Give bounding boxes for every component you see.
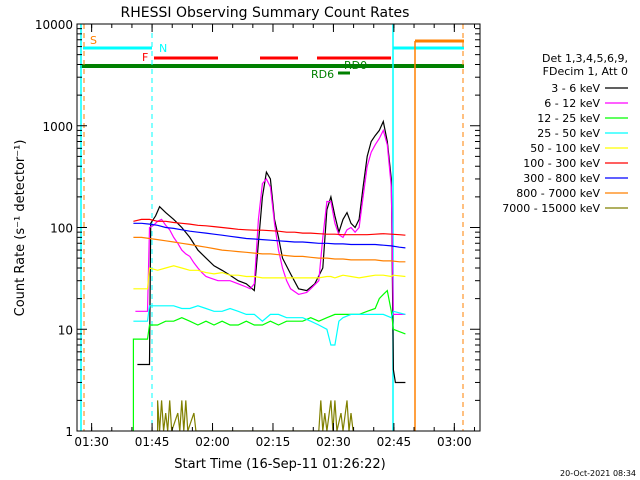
y-tick-label: 100	[50, 222, 73, 236]
y-tick-label: 1000	[42, 120, 73, 134]
legend-label: 300 - 800 keV	[523, 172, 600, 185]
x-tick-label: 02:30	[316, 435, 351, 449]
x-tick-label: 02:45	[377, 435, 412, 449]
legend-header: Det 1,3,4,5,6,9,	[542, 52, 628, 65]
legend-label: 50 - 100 keV	[530, 142, 600, 155]
series-line-3	[132, 289, 406, 431]
y-tick-label: 1	[65, 425, 73, 439]
legend-header: FDecim 1, Att 0	[543, 65, 628, 78]
legend-label: 3 - 6 keV	[551, 82, 600, 95]
plot-frame	[76, 23, 481, 432]
legend: Det 1,3,4,5,6,9,FDecim 1, Att 0 3 - 6 keV…	[502, 52, 628, 215]
annotation-RD6: RD6	[311, 68, 334, 81]
x-tick-label: 01:45	[135, 435, 170, 449]
series-layer	[132, 119, 406, 431]
legend-label: 6 - 12 keV	[544, 97, 600, 110]
legend-label: 12 - 25 keV	[537, 112, 600, 125]
annotation-RD0: RD0	[344, 59, 367, 72]
series-line-4	[133, 305, 406, 346]
x-axis-label: Start Time (16-Sep-11 01:26:22)	[174, 457, 385, 472]
chart-title: RHESSI Observing Summary Count Rates	[121, 5, 410, 21]
legend-label: 25 - 50 keV	[537, 127, 600, 140]
series-line-9	[157, 400, 354, 431]
annotation-F: F	[142, 51, 148, 64]
series-line-1	[137, 119, 406, 384]
series-line-6	[133, 218, 406, 236]
series-line-7	[133, 222, 406, 249]
series-line-8	[133, 236, 406, 263]
footer-timestamp: 20-Oct-2021 08:34	[560, 469, 636, 478]
y-tick-label: 10000	[35, 18, 73, 32]
legend-label: 100 - 300 keV	[523, 157, 600, 170]
x-tick-label: 03:00	[437, 435, 472, 449]
series-line-5	[133, 265, 406, 290]
y-tick-label: 10	[58, 323, 73, 337]
annotation-S: S	[90, 34, 97, 47]
legend-label: 800 - 7000 keV	[516, 187, 600, 200]
annotation-N: N	[159, 42, 167, 55]
x-tick-label: 02:15	[256, 435, 291, 449]
axes: 01:30 01:45 02:00 02:15 02:30 02:45 03:00 1 10 10…	[35, 18, 480, 449]
series-line-2	[135, 128, 406, 315]
legend-label: 7000 - 15000 keV	[502, 202, 600, 215]
observing-flags: S N F RD0 RD6	[80, 24, 464, 431]
y-axis-label: Count Rate (s⁻¹ detector⁻¹)	[13, 140, 28, 317]
x-tick-label: 02:00	[195, 435, 230, 449]
x-tick-label: 01:30	[74, 435, 109, 449]
